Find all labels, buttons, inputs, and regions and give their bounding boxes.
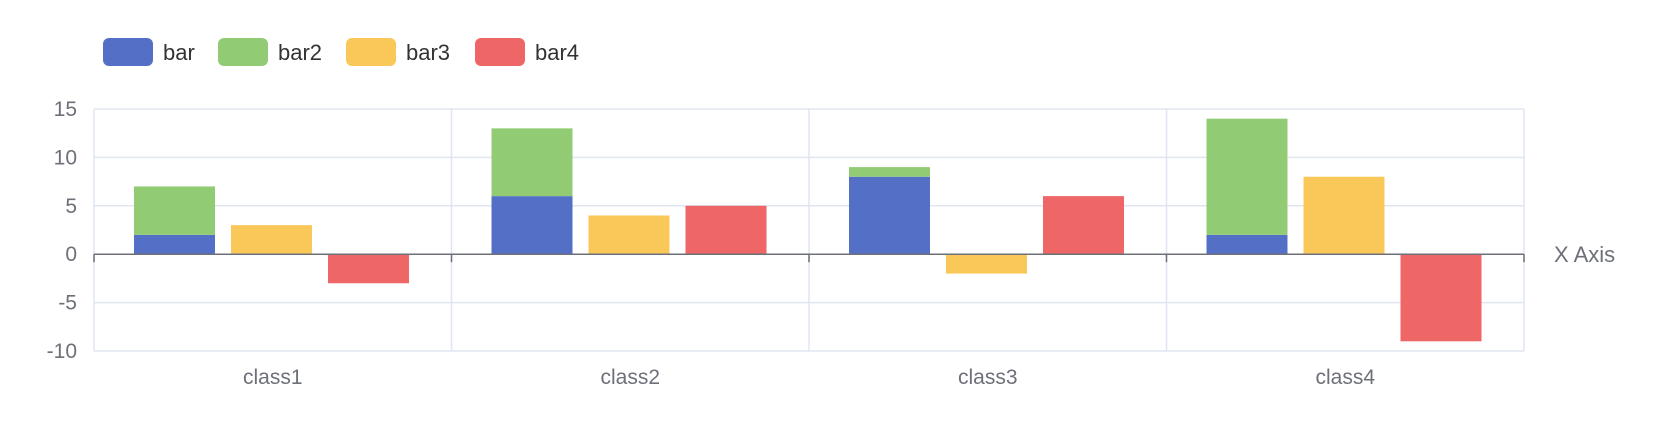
y-tick-label: 0 [65,243,77,266]
y-tick-label: 5 [65,195,77,218]
bar-bar3-class4 [1303,176,1385,255]
legend-item-bar4[interactable]: bar4 [475,38,579,66]
bar-bar3-class1 [231,225,312,255]
axes: 15 10 5 0 -5 -10 class1 class2 class3 class4 X Axi… [47,98,1616,389]
bars [134,118,1482,342]
bar-bar3-class3 [946,254,1027,274]
grid [93,108,1525,352]
legend-swatch-bar2 [218,38,268,66]
y-tick-label: 10 [54,146,77,169]
x-tick-label: class3 [958,366,1018,389]
legend-swatch-bar4 [475,38,525,66]
legend-swatch-bar3 [346,38,396,66]
legend-label-bar4: bar4 [535,40,579,65]
bar-bar2-class3 [849,167,930,177]
x-axis-title: X Axis [1554,242,1615,267]
bar-bar4-class3 [1043,196,1124,255]
x-tick-label: class1 [243,366,303,389]
bar-bar-class2 [491,196,573,255]
bar-bar4-class4 [1400,254,1482,342]
x-tick-label: class4 [1315,366,1375,389]
bar-bar3-class2 [588,215,670,255]
bar-bar4-class1 [328,254,409,284]
legend-item-bar3[interactable]: bar3 [346,38,450,66]
legend-label-bar: bar [163,40,195,65]
y-tick-label: -10 [47,340,77,363]
legend-label-bar3: bar3 [406,40,450,65]
y-tick-label: 15 [54,98,77,121]
y-tick-label: -5 [58,292,77,315]
legend-item-bar2[interactable]: bar2 [218,38,322,66]
bar-bar-class3 [849,176,930,255]
legend-swatch-bar [103,38,153,66]
bar-bar2-class4 [1206,118,1288,235]
bar-bar2-class2 [491,128,573,197]
x-tick-label: class2 [600,366,660,389]
legend: bar bar2 bar3 bar4 [103,38,579,66]
legend-item-bar[interactable]: bar [103,38,195,66]
bar-bar-class4 [1206,234,1288,255]
bar-bar-class1 [134,234,215,255]
legend-label-bar2: bar2 [278,40,322,65]
bar-bar2-class1 [134,186,215,235]
bar-bar4-class2 [685,205,767,255]
